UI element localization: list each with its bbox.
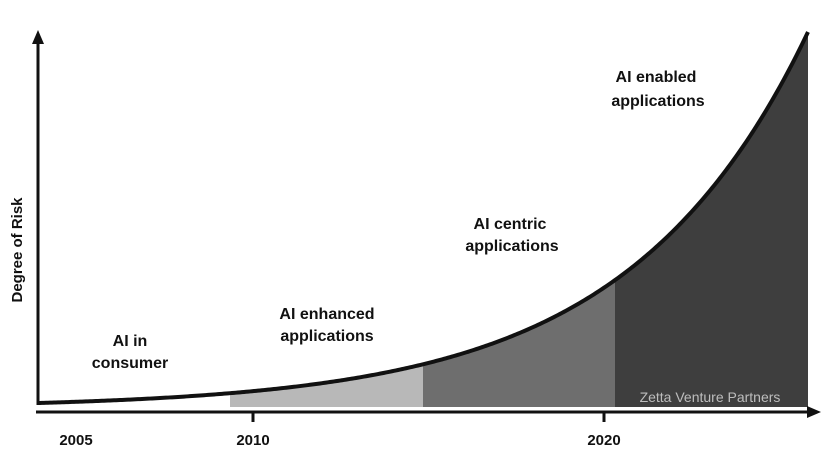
risk-curve (37, 31, 810, 405)
segment-label-ai-enabled-line2: applications (611, 93, 704, 110)
watermark: Zetta Venture Partners (640, 389, 781, 405)
segment-label-ai-enabled-line1: AI enabled (616, 69, 697, 86)
x-axis-arrow-icon (807, 406, 821, 418)
segment-label-ai-in-consumer-line1: AI in (113, 333, 148, 350)
segment-fill-ai-centric (423, 32, 615, 407)
segment-fill-ai-enabled (615, 32, 808, 407)
y-axis-label: Degree of Risk (9, 197, 26, 303)
x-tick-label-2005: 2005 (59, 432, 92, 449)
segment-fill-ai-enhanced (230, 32, 423, 407)
segment-label-ai-in-consumer-line2: consumer (92, 355, 168, 372)
segment-label-ai-centric-line1: AI centric (474, 216, 547, 233)
y-axis (32, 30, 44, 405)
segment-label-ai-centric-line2: applications (465, 238, 558, 255)
x-axis (36, 406, 821, 418)
y-axis-arrow-icon (32, 30, 44, 44)
x-tick-label-2010: 2010 (236, 432, 269, 449)
x-tick-label-2020: 2020 (587, 432, 620, 449)
segment-label-ai-enhanced-line1: AI enhanced (279, 306, 374, 323)
segment-label-ai-enhanced-line2: applications (280, 328, 373, 345)
segment-fills (38, 32, 808, 407)
